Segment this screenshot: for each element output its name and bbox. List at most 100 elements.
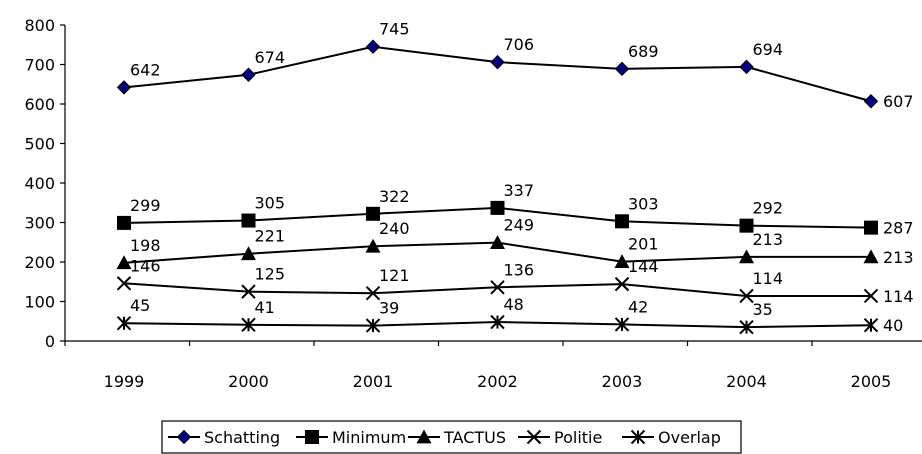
legend-label: Politie: [554, 428, 602, 447]
data-label-schatting: 745: [379, 20, 410, 39]
data-point-overlap: [739, 319, 754, 335]
data-label-politie: 121: [379, 266, 410, 285]
data-point-tactus: [241, 246, 256, 261]
x-tick-label: 2001: [353, 372, 394, 391]
data-point-politie: [614, 276, 630, 292]
data-point-minimum: [739, 218, 754, 233]
data-label-schatting: 674: [255, 48, 286, 67]
series-minimum: [117, 200, 878, 235]
data-label-politie: 136: [504, 260, 535, 279]
y-tick-label: 400: [24, 174, 55, 193]
data-label-minimum: 337: [504, 181, 535, 200]
data-point-schatting: [863, 94, 879, 109]
axes: 0 100 200 300 400 500 600 700 800 1999 2000 2001 200…: [24, 16, 922, 391]
data-point-schatting: [365, 39, 381, 54]
data-label-tactus: 213: [753, 230, 784, 249]
y-tick-label: 0: [45, 332, 55, 351]
data-point-overlap: [614, 317, 630, 332]
data-label-tactus: 201: [628, 235, 659, 254]
data-point-tactus: [365, 238, 381, 253]
data-point-minimum: [615, 214, 629, 229]
y-tick-label: 100: [24, 293, 55, 312]
y-tick-label: 800: [24, 16, 55, 35]
x-tick-label: 2004: [726, 372, 767, 391]
data-label-overlap: 45: [130, 296, 150, 315]
data-label-overlap: 35: [753, 300, 773, 319]
legend-marker-minimum: [305, 430, 319, 444]
series-schatting: [116, 39, 879, 109]
data-point-politie: [365, 285, 381, 301]
data-point-politie: [241, 284, 256, 299]
series-politie: [116, 276, 879, 304]
data-label-politie: 125: [255, 265, 286, 284]
data-labels: 642 674 745 706 689 694 607 299 305 322 337 303 292 2…: [130, 20, 914, 335]
data-label-politie: 146: [130, 256, 161, 275]
data-point-politie: [863, 288, 879, 304]
data-label-tactus: 240: [379, 219, 410, 238]
data-point-overlap: [490, 314, 505, 330]
legend-item-politie: Politie: [518, 428, 602, 447]
data-point-overlap: [241, 317, 256, 333]
legend: Schatting Minimum TACTUS Politie Overlap: [161, 420, 742, 454]
y-tick-label: 500: [24, 135, 55, 154]
data-point-minimum: [490, 200, 505, 215]
data-label-minimum: 305: [255, 194, 286, 213]
legend-label: Minimum: [332, 428, 406, 447]
marker-stroke: [365, 285, 381, 301]
marker-stroke: [490, 280, 505, 295]
data-label-schatting: 706: [504, 35, 535, 54]
legend-label: TACTUS: [443, 428, 506, 447]
data-label-schatting: 607: [883, 92, 914, 111]
legend-item-minimum: Minimum: [296, 428, 406, 447]
data-point-minimum: [241, 213, 256, 228]
data-label-schatting: 642: [130, 60, 161, 79]
data-label-schatting: 694: [753, 40, 784, 59]
marker-stroke: [116, 276, 132, 291]
y-tick-label: 600: [24, 95, 55, 114]
x-tick-label: 2005: [851, 372, 892, 391]
data-point-politie: [739, 288, 754, 304]
data-point-minimum: [117, 215, 131, 230]
data-label-minimum: 303: [628, 194, 659, 213]
x-tick-label: 2000: [228, 372, 269, 391]
data-label-minimum: 287: [883, 219, 914, 238]
data-point-tactus: [863, 249, 879, 264]
data-label-overlap: 41: [255, 298, 275, 317]
data-label-tactus: 249: [504, 216, 535, 235]
data-point-overlap: [863, 317, 879, 333]
data-label-minimum: 299: [130, 196, 161, 215]
data-label-schatting: 689: [628, 42, 659, 61]
data-label-tactus: 213: [883, 248, 914, 267]
y-tick-label: 200: [24, 253, 55, 272]
data-point-schatting: [116, 80, 132, 95]
legend-item-schatting: Schatting: [168, 428, 280, 447]
data-point-politie: [116, 276, 132, 291]
legend-marker-overlap: [630, 429, 646, 445]
legend-marker-tactus: [416, 429, 432, 444]
data-point-schatting: [614, 61, 630, 77]
data-label-tactus: 221: [255, 227, 286, 246]
x-tick-label: 2003: [602, 372, 643, 391]
data-label-overlap: 42: [628, 297, 648, 316]
series-overlap: [116, 314, 879, 335]
data-point-politie: [490, 280, 505, 295]
data-label-politie: 114: [753, 269, 784, 288]
legend-item-overlap: Overlap: [622, 428, 721, 447]
marker-stroke: [739, 288, 754, 304]
marker-stroke: [526, 429, 542, 445]
x-tick-label: 1999: [104, 372, 145, 391]
data-point-tactus: [490, 235, 505, 250]
data-point-minimum: [366, 206, 380, 221]
data-point-tactus: [614, 254, 630, 268]
data-label-minimum: 322: [379, 187, 410, 206]
marker-stroke: [614, 276, 630, 292]
legend-marker-politie: [526, 429, 542, 445]
legend-label: Schatting: [204, 428, 280, 447]
marker-stroke: [241, 284, 256, 299]
data-point-overlap: [116, 316, 132, 331]
y-tick-label: 700: [24, 56, 55, 75]
data-point-schatting: [241, 67, 256, 82]
data-label-overlap: 40: [883, 316, 903, 335]
legend-label: Overlap: [658, 428, 721, 447]
